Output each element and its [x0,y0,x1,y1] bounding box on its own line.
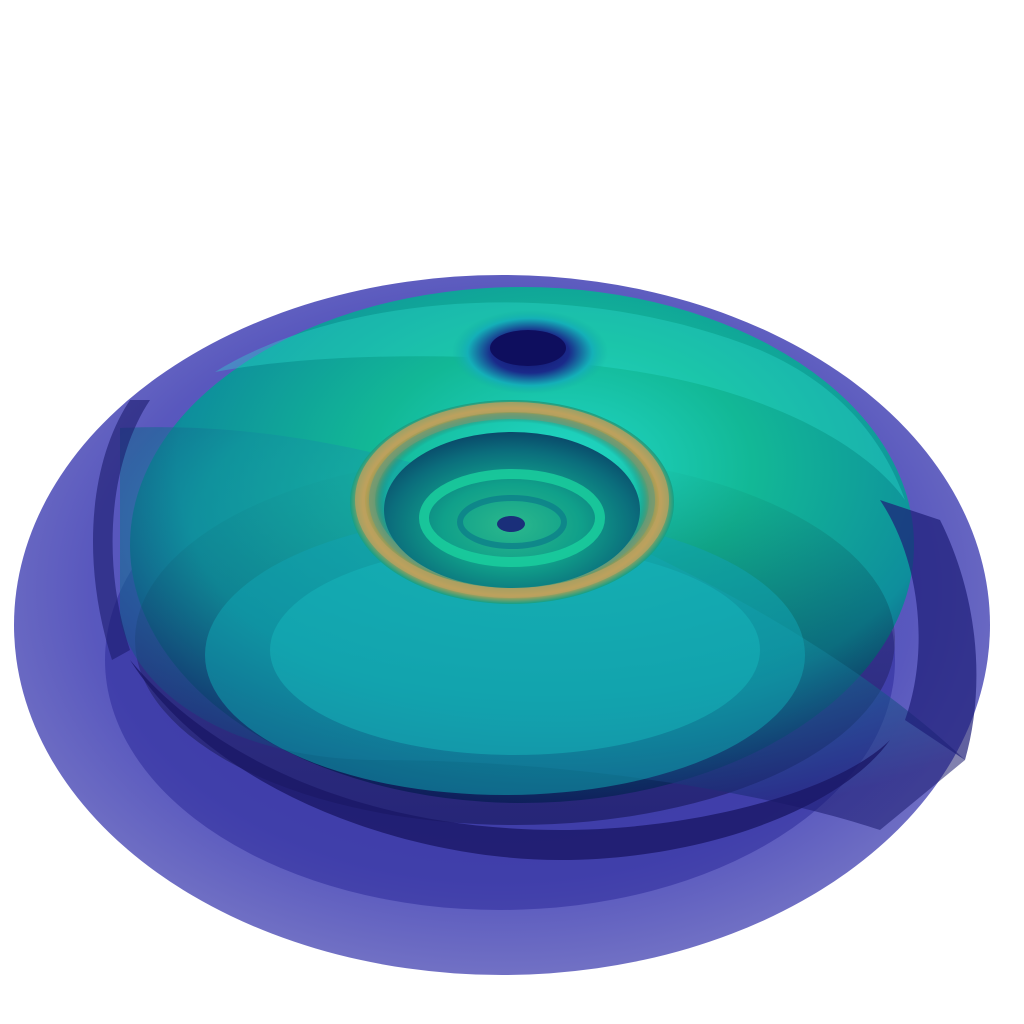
upper-vortex-core [490,330,566,366]
torus-upper-highlight [215,302,905,500]
hole-inner-ring-2 [457,495,567,549]
right-edge-stripe [880,500,977,760]
hole-inner-ring [419,469,605,567]
hole-center-dot [497,516,525,532]
hole-ring-band [355,402,669,598]
left-edge-stripe [92,400,150,660]
torus-front-lobe-core [270,545,760,755]
